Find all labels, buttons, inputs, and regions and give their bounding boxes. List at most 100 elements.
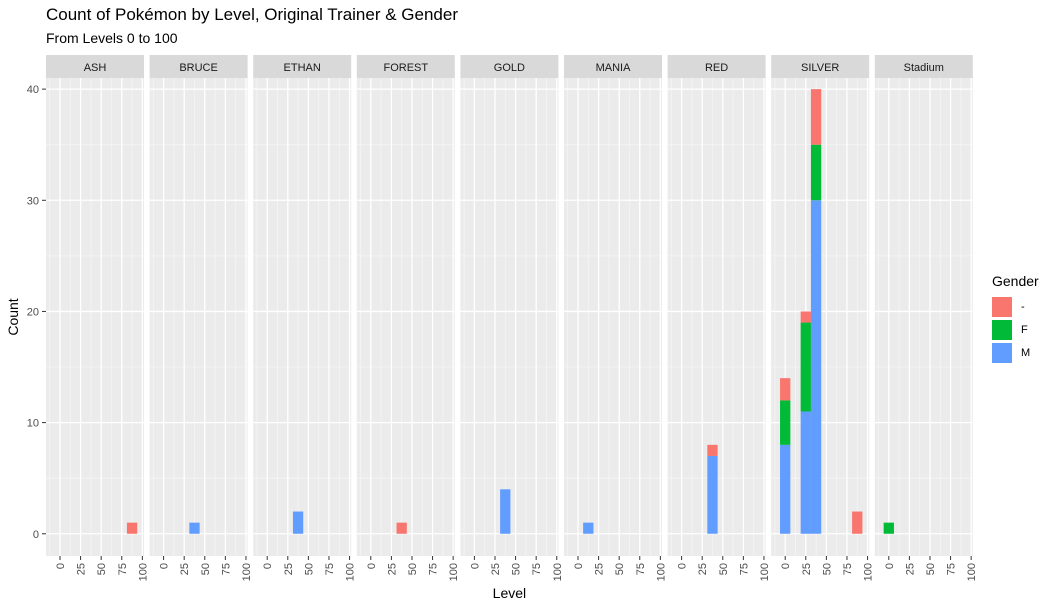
bar-forest-dash xyxy=(396,522,407,534)
x-tick-label: 50 xyxy=(925,563,937,575)
facet-panels: ASH 0 25 50 75 100 BRUCE 0 25 50 75 100 ETHAN 0 25 50 75… xyxy=(46,55,978,581)
x-tick-label: 0 xyxy=(573,563,585,569)
x-tick-label: 75 xyxy=(220,563,232,575)
facet-label-forest: FOREST xyxy=(383,62,428,74)
bar-ash-dash xyxy=(126,522,138,534)
bar-silver-m xyxy=(800,411,811,534)
facet-strip xyxy=(667,55,766,78)
facet-panel-red: RED 0 25 50 75 100 xyxy=(667,55,771,581)
panel-background xyxy=(460,78,559,556)
legend-swatch-f xyxy=(992,319,1012,340)
facet-panel-bruce: BRUCE 0 25 50 75 100 xyxy=(149,55,253,581)
x-axis-title: Level xyxy=(493,585,526,601)
facet-panel-ethan: ETHAN 0 25 50 75 100 xyxy=(253,55,357,581)
x-tick-label: 0 xyxy=(677,563,689,569)
legend: Gender - F M xyxy=(992,273,1039,364)
bar-ethan-m xyxy=(292,511,304,534)
x-tick-label: 75 xyxy=(428,563,440,575)
x-tick-label: 50 xyxy=(821,563,833,575)
bar-stadium-f xyxy=(883,522,894,534)
x-tick-label: 50 xyxy=(718,563,730,575)
legend-swatch-dash xyxy=(992,296,1012,317)
x-tick-label: 25 xyxy=(179,563,191,575)
x-tick-label: 50 xyxy=(200,563,212,575)
bar-silver-f xyxy=(800,322,811,412)
bar-silver-f xyxy=(810,144,822,201)
x-tick-label: 100 xyxy=(552,563,564,581)
x-tick-label: 50 xyxy=(407,563,419,575)
facet-panel-silver: SILVER 0 25 50 75 100 xyxy=(771,55,875,581)
x-tick-label: 100 xyxy=(759,563,771,581)
chart-subtitle: From Levels 0 to 100 xyxy=(46,30,178,46)
facet-strip xyxy=(356,55,455,78)
legend-title: Gender xyxy=(992,273,1039,289)
legend-label-m: M xyxy=(1021,346,1031,359)
y-tick-label: 10 xyxy=(27,418,39,430)
x-tick-label: 75 xyxy=(842,563,854,575)
x-tick-label: 25 xyxy=(594,563,606,575)
x-tick-label: 75 xyxy=(946,563,958,575)
facet-strip xyxy=(46,55,144,78)
x-tick-label: 25 xyxy=(76,563,88,575)
x-tick-label: 25 xyxy=(904,563,916,575)
facet-label-gold: GOLD xyxy=(494,62,525,74)
facet-strip xyxy=(149,55,248,78)
facet-panel-gold: GOLD 0 25 50 75 100 xyxy=(460,55,564,581)
facet-label-bruce: BRUCE xyxy=(179,62,218,74)
facet-panel-mania: MANIA 0 25 50 75 100 xyxy=(564,55,667,581)
bar-red-dash xyxy=(707,444,718,456)
x-tick-label: 100 xyxy=(137,563,149,581)
legend-label-dash: - xyxy=(1021,300,1025,313)
x-tick-label: 50 xyxy=(614,563,626,575)
bar-silver-m xyxy=(780,444,791,534)
panel-background xyxy=(46,78,144,556)
bar-silver-m xyxy=(810,200,822,534)
facet-label-ethan: ETHAN xyxy=(284,62,321,74)
bar-silver-dash xyxy=(800,311,811,323)
bar-silver-dash xyxy=(810,89,822,145)
x-tick-label: 50 xyxy=(511,563,523,575)
facet-label-ash: ASH xyxy=(84,62,107,74)
facet-strip xyxy=(564,55,662,78)
x-tick-label: 50 xyxy=(96,563,108,575)
x-tick-label: 0 xyxy=(55,563,67,569)
facet-label-stadium: Stadium xyxy=(904,62,944,74)
panel-background xyxy=(149,78,248,556)
x-tick-label: 25 xyxy=(697,563,709,575)
bar-mania-m xyxy=(583,522,594,534)
x-tick-label: 0 xyxy=(159,563,171,569)
bar-silver-dash xyxy=(852,511,863,534)
panel-background xyxy=(564,78,662,556)
x-tick-label: 25 xyxy=(283,563,295,575)
panel-background xyxy=(253,78,352,556)
facet-strip xyxy=(874,55,973,78)
legend-item-dash: - xyxy=(992,295,1039,318)
legend-item-f: F xyxy=(992,318,1039,341)
x-tick-label: 0 xyxy=(780,563,792,569)
x-tick-label: 100 xyxy=(863,563,875,581)
panel-background xyxy=(356,78,455,556)
x-tick-label: 100 xyxy=(345,563,357,581)
facet-label-red: RED xyxy=(705,62,728,74)
x-tick-label: 100 xyxy=(241,563,253,581)
x-tick-label: 75 xyxy=(635,563,647,575)
y-tick-label: 0 xyxy=(33,529,39,541)
facet-strip xyxy=(460,55,559,78)
x-tick-label: 100 xyxy=(966,563,978,581)
y-tick-label: 30 xyxy=(27,195,39,207)
facet-panel-stadium: Stadium 0 25 50 75 100 xyxy=(874,55,978,581)
bar-silver-dash xyxy=(780,378,791,401)
x-tick-label: 0 xyxy=(262,563,274,569)
legend-label-f: F xyxy=(1021,323,1028,336)
legend-swatch-m xyxy=(992,342,1012,363)
x-tick-label: 75 xyxy=(324,563,336,575)
y-tick-label: 40 xyxy=(27,84,39,96)
bar-gold-m xyxy=(500,489,511,534)
facet-panel-forest: FOREST 0 25 50 75 100 xyxy=(356,55,460,581)
x-tick-label: 0 xyxy=(366,563,378,569)
bar-bruce-m xyxy=(189,522,200,534)
y-axis-title: Count xyxy=(5,298,21,335)
x-tick-label: 100 xyxy=(448,563,460,581)
facet-label-silver: SILVER xyxy=(801,62,839,74)
